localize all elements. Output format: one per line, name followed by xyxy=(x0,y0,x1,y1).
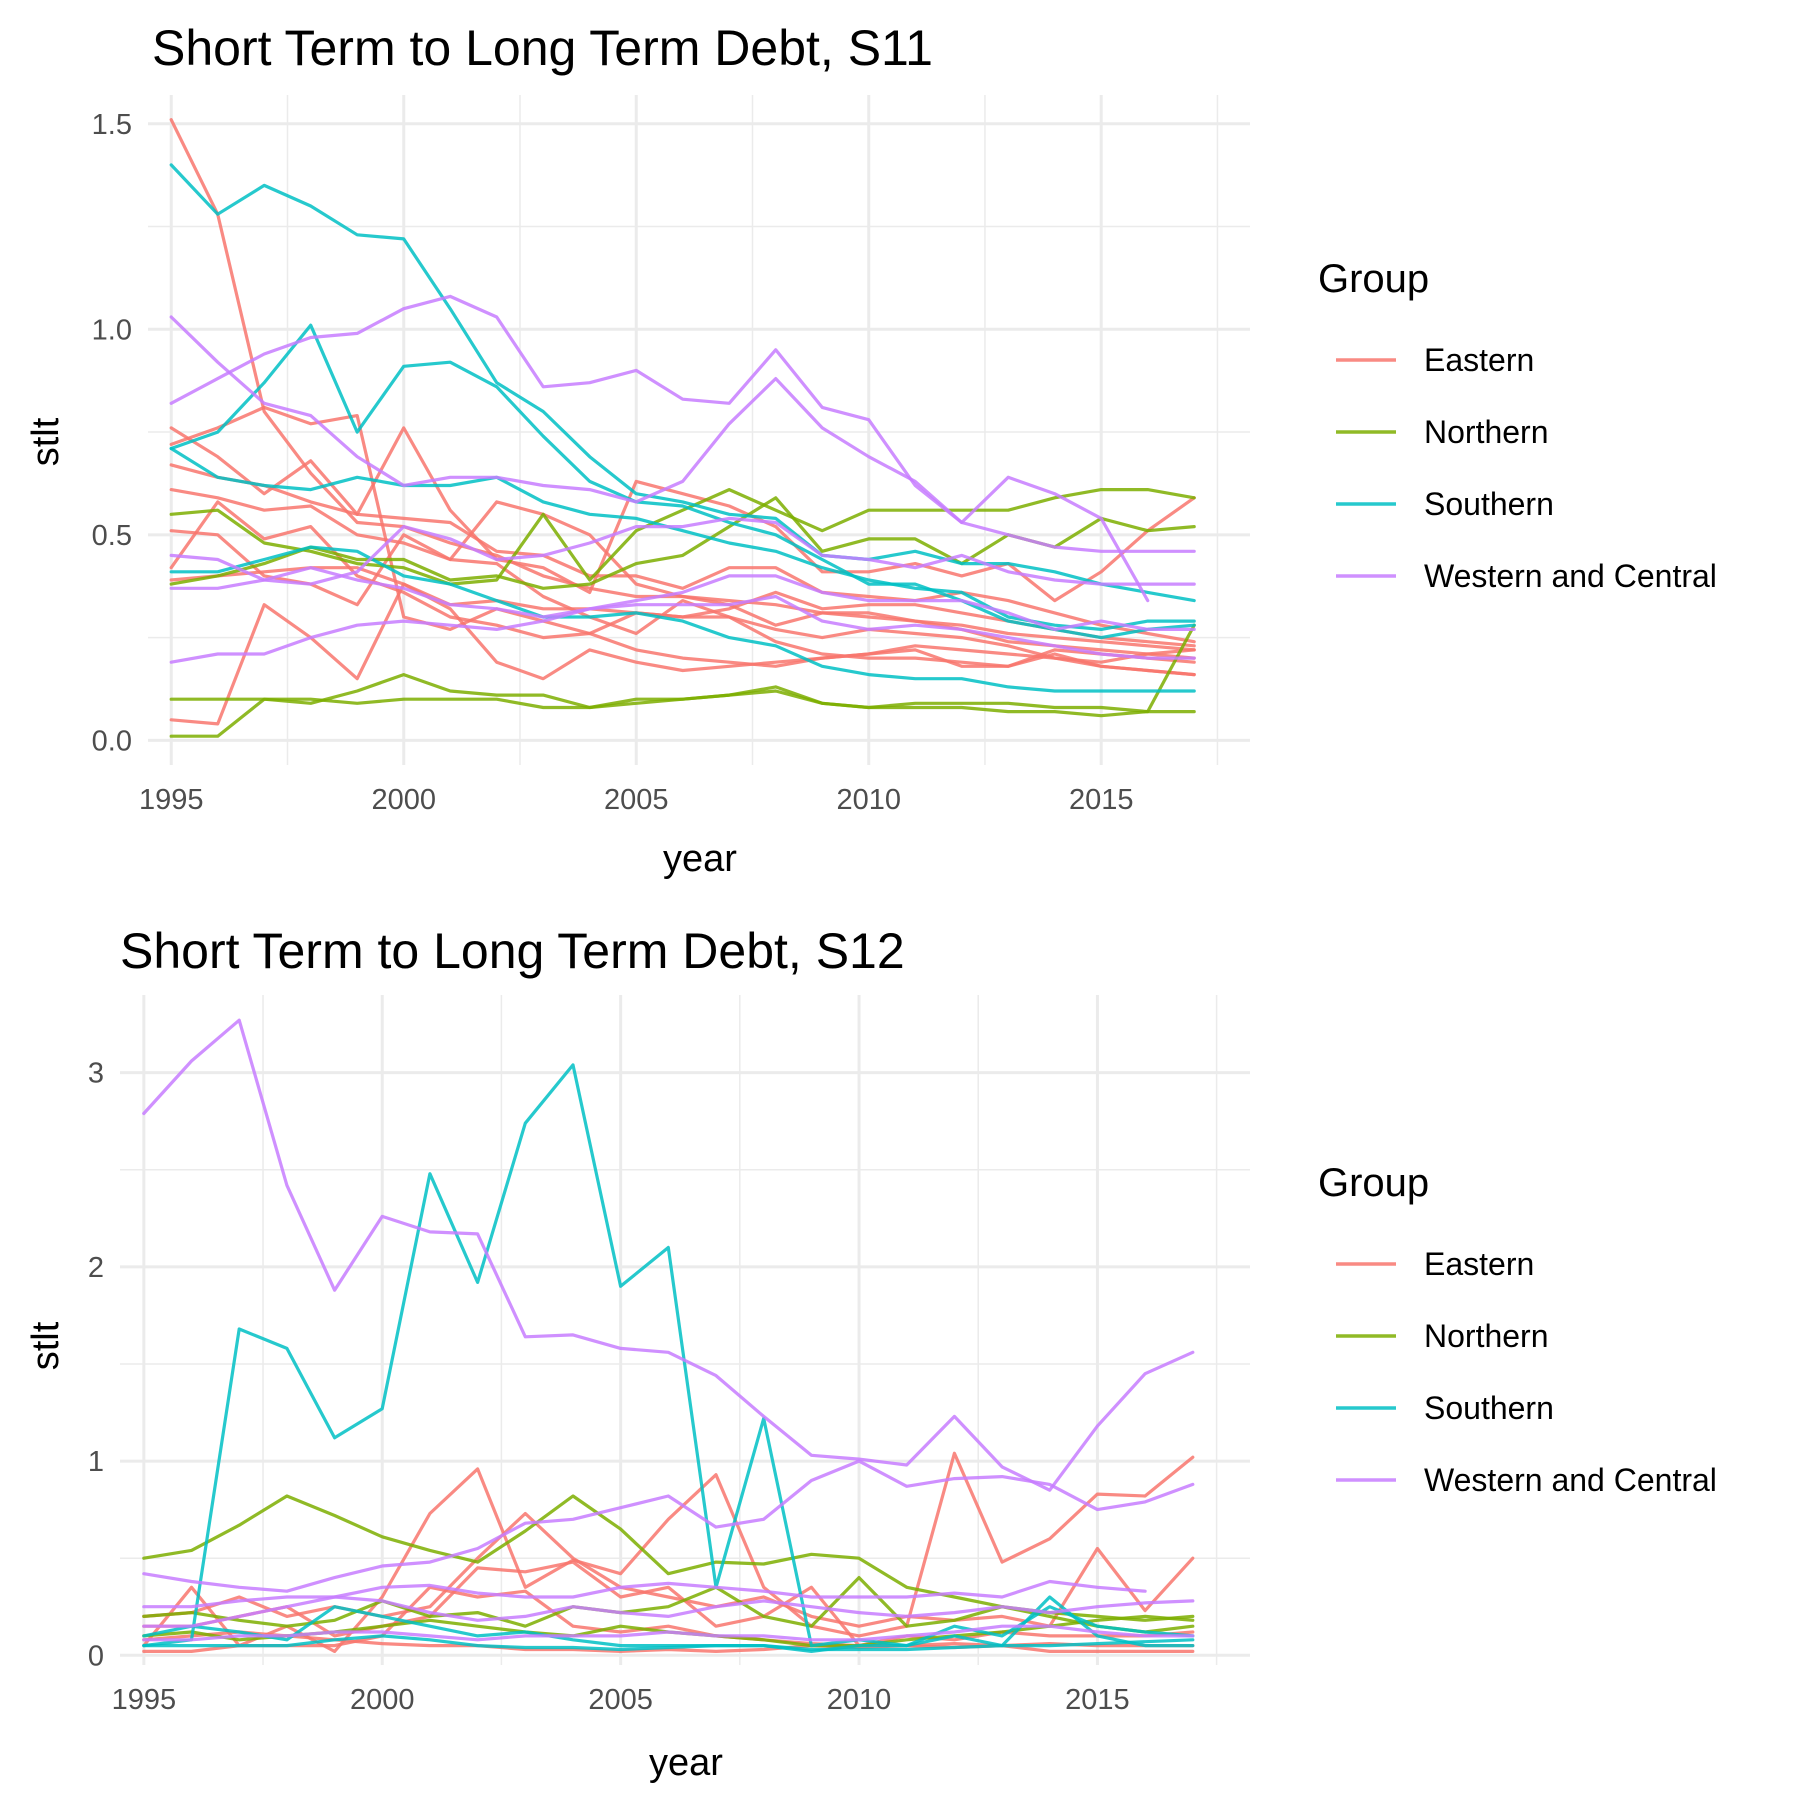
legend-items: Eastern Northern Southern Western and Centr… xyxy=(1336,342,1717,594)
x-tick-labels: 1995 2000 2005 2010 2015 xyxy=(139,784,1133,816)
series-line-western-and-central xyxy=(142,1018,1195,1492)
y-tick-labels: 0.0 0.5 1.0 1.5 xyxy=(92,109,132,758)
y-tick-label: 0.0 xyxy=(92,725,132,757)
legend-label: Eastern xyxy=(1424,1246,1534,1282)
series-line-southern xyxy=(142,1063,1195,1648)
legend-item-western-and-central: Western and Central xyxy=(1336,558,1717,594)
series-line-southern xyxy=(142,1634,1195,1652)
legend-item-southern: Southern xyxy=(1336,486,1554,522)
y-tick-label: 1.0 xyxy=(92,314,132,346)
legend: Group Eastern Northern Southern Western and… xyxy=(1318,1161,1717,1498)
series-lines xyxy=(169,118,1196,738)
chart-panel-s12: Short Term to Long Term Debt, S12 1995 20… xyxy=(25,923,1717,1784)
series-line-western-and-central xyxy=(142,1579,1147,1609)
chart-panel-s11: Short Term to Long Term Debt, S11 1995 20… xyxy=(25,20,1717,880)
y-axis-label: stlt xyxy=(25,417,67,466)
x-tick-label: 1995 xyxy=(139,784,204,816)
series-line-eastern xyxy=(169,488,1196,652)
series-line-southern xyxy=(169,545,1196,693)
series-line-western-and-central xyxy=(169,315,1196,553)
legend-title: Group xyxy=(1318,1161,1429,1205)
series-line-western-and-central xyxy=(142,1624,1195,1642)
y-tick-label: 1 xyxy=(88,1446,104,1478)
x-tick-label: 2015 xyxy=(1069,784,1134,816)
legend-item-western-and-central: Western and Central xyxy=(1336,1462,1717,1498)
legend-label: Eastern xyxy=(1424,342,1534,378)
series-line-western-and-central xyxy=(169,294,1150,603)
x-tick-label: 2015 xyxy=(1065,1684,1130,1716)
legend-label: Southern xyxy=(1424,486,1554,522)
y-tick-labels: 0 1 2 3 xyxy=(88,1058,104,1673)
y-tick-label: 2 xyxy=(88,1252,104,1284)
x-axis-label: year xyxy=(663,838,737,880)
x-axis-label: year xyxy=(649,1742,723,1784)
legend-item-eastern: Eastern xyxy=(1336,342,1534,378)
legend-title: Group xyxy=(1318,257,1429,301)
chart-title: Short Term to Long Term Debt, S11 xyxy=(152,20,933,76)
gridlines xyxy=(120,995,1250,1665)
legend-item-eastern: Eastern xyxy=(1336,1246,1534,1282)
series-line-western-and-central xyxy=(142,1595,1195,1628)
y-tick-label: 1.5 xyxy=(92,109,132,141)
legend-label: Western and Central xyxy=(1424,1462,1717,1498)
legend-items: Eastern Northern Southern Western and Centr… xyxy=(1336,1246,1717,1498)
legend-label: Northern xyxy=(1424,1318,1549,1354)
series-line-western-and-central xyxy=(169,566,1196,631)
x-tick-label: 2005 xyxy=(588,1684,653,1716)
legend-label: Northern xyxy=(1424,414,1549,450)
series-lines xyxy=(142,1018,1195,1653)
series-line-southern xyxy=(169,163,1196,603)
y-tick-label: 3 xyxy=(88,1058,104,1090)
legend-item-northern: Northern xyxy=(1336,1318,1549,1354)
legend-label: Southern xyxy=(1424,1390,1554,1426)
legend-item-northern: Northern xyxy=(1336,414,1549,450)
series-line-western-and-central xyxy=(169,594,1196,664)
chart-title: Short Term to Long Term Debt, S12 xyxy=(120,923,905,979)
x-tick-label: 1995 xyxy=(112,1684,177,1716)
y-axis-label: stlt xyxy=(25,1321,67,1370)
y-tick-label: 0.5 xyxy=(92,520,132,552)
x-tick-label: 2010 xyxy=(827,1684,892,1716)
series-line-eastern xyxy=(142,1585,1195,1653)
series-line-southern xyxy=(169,323,1196,640)
legend-item-southern: Southern xyxy=(1336,1390,1554,1426)
series-line-northern xyxy=(169,488,1196,586)
series-line-northern xyxy=(169,623,1196,738)
x-tick-label: 2005 xyxy=(604,784,669,816)
series-line-eastern xyxy=(169,582,1196,726)
x-tick-label: 2000 xyxy=(371,784,436,816)
x-tick-label: 2010 xyxy=(836,784,901,816)
y-tick-label: 0 xyxy=(88,1640,104,1672)
series-line-eastern xyxy=(142,1560,1195,1648)
series-line-eastern xyxy=(169,463,1196,644)
x-tick-labels: 1995 2000 2005 2010 2015 xyxy=(112,1684,1130,1716)
x-tick-label: 2000 xyxy=(350,1684,415,1716)
legend: Group Eastern Northern Southern Western and… xyxy=(1318,257,1717,594)
series-line-western-and-central xyxy=(142,1459,1195,1593)
legend-label: Western and Central xyxy=(1424,558,1717,594)
series-line-eastern xyxy=(142,1511,1195,1628)
